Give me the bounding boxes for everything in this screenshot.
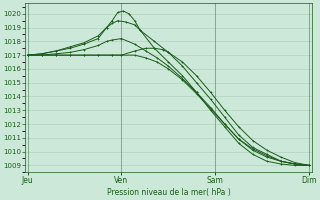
X-axis label: Pression niveau de la mer( hPa ): Pression niveau de la mer( hPa ) xyxy=(107,188,230,197)
